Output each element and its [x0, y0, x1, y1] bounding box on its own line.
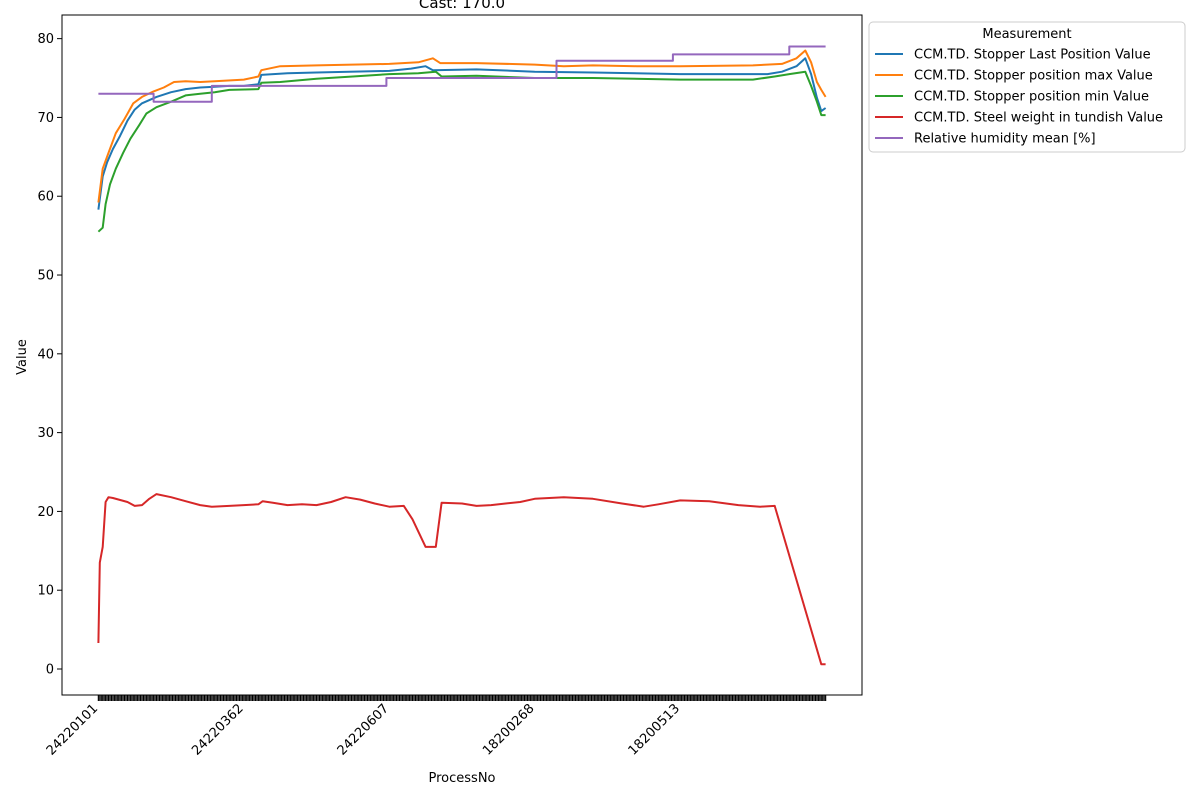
legend-box: [868, 21, 1186, 153]
legend-item: CCM.TD. Stopper position min Value: [875, 90, 1149, 105]
y-tick-label: 20: [37, 505, 54, 520]
y-tick-label: 40: [37, 347, 54, 362]
series-line-5: [98, 45, 826, 103]
x-minor-ticks: [97, 695, 827, 701]
series-line-2: [97, 49, 827, 203]
x-axis-label: ProcessNo: [429, 771, 496, 786]
y-tick-label: 30: [37, 426, 54, 441]
legend: Measurement CCM.TD. Stopper Last Position…: [868, 21, 1186, 153]
y-tick-label: 70: [37, 111, 54, 126]
legend-label: CCM.TD. Steel weight in tundish Value: [914, 111, 1163, 126]
x-tick-label: 24220607: [335, 701, 392, 758]
y-tick-label: 80: [37, 32, 54, 47]
series-line-4: [97, 493, 826, 666]
y-tick-label: 50: [37, 269, 54, 284]
series-lines: [97, 45, 827, 666]
y-axis-label: Value: [15, 339, 30, 375]
y-tick-label: 10: [37, 584, 54, 599]
legend-item: CCM.TD. Stopper position max Value: [875, 69, 1153, 84]
x-tick-label: 18200268: [480, 701, 537, 758]
x-tick-label: 18200513: [626, 701, 683, 758]
legend-label: CCM.TD. Stopper position max Value: [914, 69, 1153, 84]
x-tick-label: 24220362: [189, 701, 246, 758]
series-line-3: [97, 70, 826, 233]
chart-title: Cast: 170.0: [419, 0, 505, 12]
legend-item: Relative humidity mean [%]: [875, 132, 1096, 147]
y-tick-label: 0: [46, 662, 54, 677]
legend-label: Relative humidity mean [%]: [914, 132, 1096, 147]
legend-title: Measurement: [982, 27, 1071, 42]
legend-label: CCM.TD. Stopper Last Position Value: [914, 48, 1151, 63]
legend-label: CCM.TD. Stopper position min Value: [914, 90, 1149, 105]
series-line-1: [97, 57, 827, 210]
x-tick-label: 24220101: [44, 701, 101, 758]
legend-item: CCM.TD. Stopper Last Position Value: [875, 48, 1151, 63]
y-tick-label: 60: [37, 190, 54, 205]
legend-item: CCM.TD. Steel weight in tundish Value: [875, 111, 1163, 126]
axes-frame: [61, 14, 863, 696]
plot-area: 0 10 20 30 40 50 60 70 80 24220101 24220362 2422060…: [37, 14, 863, 759]
